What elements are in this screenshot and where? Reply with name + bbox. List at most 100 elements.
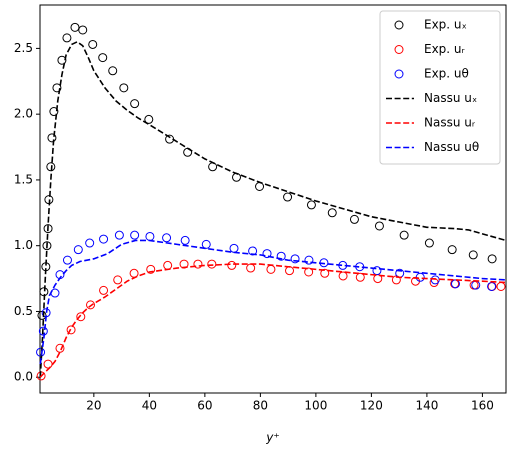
data-point — [227, 260, 237, 270]
legend-marker — [394, 45, 404, 54]
data-point — [42, 241, 52, 251]
data-point — [487, 281, 497, 291]
data-point — [57, 55, 67, 65]
data-point — [85, 238, 95, 248]
data-point — [372, 266, 382, 276]
data-point — [62, 255, 72, 265]
data-point — [180, 235, 190, 245]
data-point — [232, 172, 242, 182]
data-point — [338, 271, 348, 281]
data-point — [52, 83, 62, 93]
y-tick-label: 1.0 — [14, 238, 33, 252]
y-tick-label: 2.5 — [14, 41, 33, 55]
data-point — [38, 326, 48, 336]
data-line — [39, 239, 507, 365]
data-point — [113, 275, 123, 285]
legend-label: Nassu uₓ — [424, 91, 477, 105]
legend-marker — [394, 20, 404, 30]
data-point — [43, 359, 53, 369]
data-point — [276, 251, 286, 261]
data-point — [88, 39, 98, 49]
data-point — [162, 233, 172, 243]
data-point — [55, 343, 65, 353]
data-point — [66, 325, 76, 335]
data-point — [468, 250, 478, 260]
data-point — [487, 254, 497, 264]
data-point — [130, 230, 140, 240]
legend-label: Nassu uθ — [424, 140, 479, 154]
data-point — [290, 254, 300, 264]
data-point — [207, 259, 217, 269]
data-point — [73, 245, 83, 255]
data-point — [320, 268, 330, 278]
data-point — [47, 133, 57, 143]
data-point — [99, 234, 109, 244]
data-point — [229, 243, 239, 253]
data-point — [246, 263, 256, 273]
x-tick-label: 60 — [197, 399, 212, 413]
data-point — [399, 230, 409, 240]
data-point — [304, 255, 314, 265]
data-point — [327, 208, 337, 218]
data-point — [496, 281, 506, 291]
x-axis-label: y⁺ — [265, 431, 279, 445]
data-point — [108, 66, 118, 76]
data-point — [50, 288, 60, 298]
x-tick-label: 140 — [415, 399, 438, 413]
data-point — [78, 25, 88, 35]
data-point — [266, 264, 276, 274]
y-tick-label: 0.5 — [14, 304, 33, 318]
data-point — [262, 249, 272, 259]
data-point — [145, 231, 155, 241]
y-tick-label: 2.0 — [14, 107, 33, 121]
data-point — [355, 272, 365, 282]
x-tick-label: 160 — [471, 399, 494, 413]
data-line — [39, 40, 507, 378]
data-point — [98, 53, 108, 63]
data-point — [285, 266, 295, 276]
data-point — [447, 245, 457, 255]
data-point — [36, 347, 46, 357]
data-point — [43, 224, 53, 234]
data-point — [349, 214, 359, 224]
x-tick-label: 40 — [142, 399, 157, 413]
data-point — [99, 285, 109, 295]
data-point — [76, 312, 86, 322]
data-point — [86, 300, 96, 310]
data-point — [306, 200, 316, 210]
data-point — [114, 230, 124, 240]
data-point — [193, 259, 203, 269]
data-point — [163, 260, 173, 270]
data-point — [146, 264, 156, 274]
data-point — [304, 267, 314, 277]
data-point — [283, 192, 293, 202]
data-point — [62, 33, 72, 43]
legend-marker — [394, 69, 404, 79]
x-tick-label: 80 — [253, 399, 268, 413]
x-tick-label: 120 — [360, 399, 383, 413]
data-point — [208, 162, 218, 172]
y-tick-label: 0.0 — [14, 370, 33, 384]
plot-frame — [39, 4, 507, 394]
data-point — [374, 221, 384, 231]
legend-box — [379, 10, 501, 165]
legend-label: Nassu uᵣ — [424, 116, 476, 130]
data-line — [39, 263, 507, 378]
data-point — [450, 279, 460, 289]
y-tick-label: 1.5 — [14, 172, 33, 186]
legend-label: Exp. uᵣ — [424, 42, 466, 56]
data-point — [49, 107, 59, 117]
data-point — [424, 238, 434, 248]
x-tick-label: 20 — [86, 399, 101, 413]
data-point — [130, 99, 140, 109]
data-point — [201, 239, 211, 249]
legend-label: Exp. uθ — [424, 67, 469, 81]
legend-label: Exp. uₓ — [424, 18, 467, 32]
data-point — [430, 275, 440, 285]
data-point — [119, 83, 129, 93]
data-point — [70, 22, 80, 32]
data-point — [415, 272, 425, 282]
x-tick-label: 100 — [304, 399, 327, 413]
data-point — [144, 114, 154, 124]
